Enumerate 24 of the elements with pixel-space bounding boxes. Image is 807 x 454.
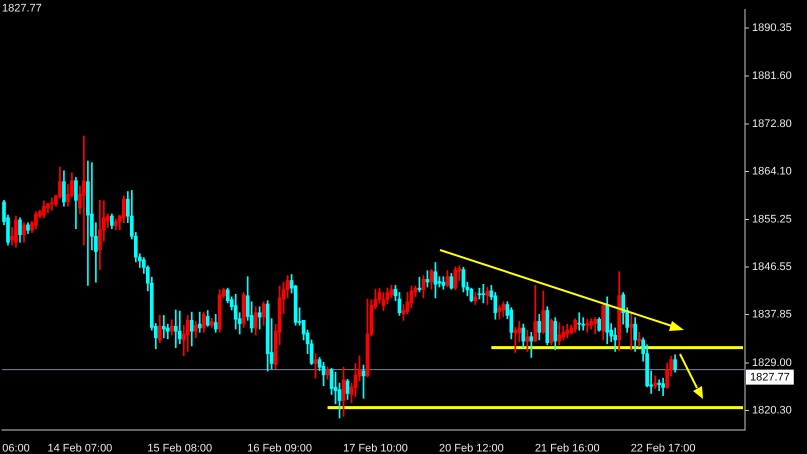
y-tick-label: 1881.60 <box>752 70 792 82</box>
y-tick-label: 1890.35 <box>752 22 792 34</box>
x-tick-label: 15 Feb 08:00 <box>147 442 212 454</box>
ref-line-label: 1827.77 <box>750 372 790 384</box>
annotation: 1827.77 <box>2 2 42 15</box>
x-tick-label: 06:00 <box>2 442 30 454</box>
y-tick-label: 1864.10 <box>752 165 792 178</box>
candlestick <box>314 353 318 378</box>
candlestick <box>418 276 422 292</box>
y-tick-label: 1820.30 <box>752 404 792 416</box>
x-tick-label: 14 Feb 07:00 <box>47 442 112 454</box>
x-tick-label: 17 Feb 10:00 <box>343 442 408 454</box>
y-tick-label: 1837.85 <box>752 308 792 321</box>
y-tick-label: 1846.55 <box>752 261 792 274</box>
y-tick-label: 1872.80 <box>752 118 792 130</box>
y-tick-label: 1829.00 <box>752 356 792 369</box>
x-tick-label: 21 Feb 16:00 <box>534 442 600 454</box>
x-tick-label: 16 Feb 09:00 <box>247 442 312 454</box>
candlestick <box>426 270 430 288</box>
x-tick-label: 22 Feb 17:00 <box>630 442 696 454</box>
candlestick <box>50 198 54 210</box>
x-tick-label: 20 Feb 12:00 <box>438 442 504 454</box>
candlestick <box>362 364 366 399</box>
y-tick-label: 1855.25 <box>752 214 792 226</box>
